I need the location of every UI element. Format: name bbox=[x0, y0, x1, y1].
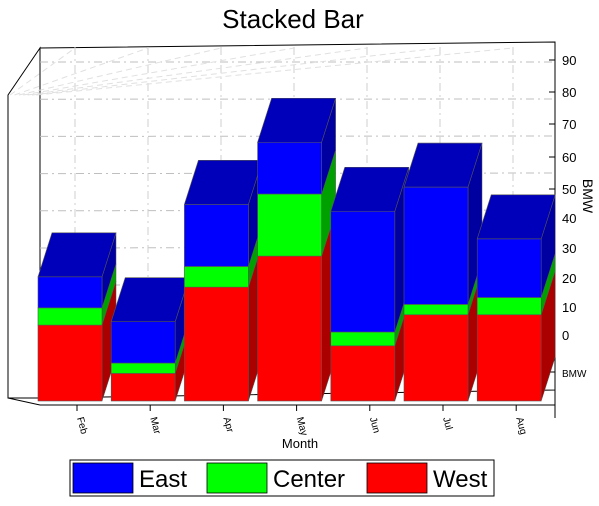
bar-stack-apr bbox=[184, 160, 262, 401]
legend-label-center: Center bbox=[273, 466, 345, 493]
legend-label-east: East bbox=[139, 466, 187, 493]
bar-top-apr bbox=[184, 160, 262, 204]
bar-center-aug bbox=[477, 298, 541, 315]
y-tick-label: 70 bbox=[562, 117, 576, 132]
bar-center-apr bbox=[184, 266, 248, 287]
x-tick-label-jun: Jun bbox=[367, 416, 382, 434]
y-tick-label: BMW bbox=[562, 369, 587, 380]
bar-east-apr bbox=[184, 204, 248, 266]
bar-stack-may bbox=[258, 98, 336, 401]
bar-stack-feb bbox=[38, 233, 116, 401]
bar-west-aug bbox=[477, 315, 541, 401]
bar-top-jul bbox=[404, 143, 482, 187]
x-tick-label-aug: Aug bbox=[513, 416, 528, 436]
bar-east-mar bbox=[111, 322, 175, 363]
legend-label-west: West bbox=[433, 466, 488, 493]
x-axis: Feb Mar Apr May Jun Jul Aug bbox=[74, 405, 528, 437]
bar-east-jun bbox=[331, 211, 395, 332]
x-tick-label-mar: Mar bbox=[147, 416, 162, 436]
x-tick-label-jul: Jul bbox=[440, 416, 454, 431]
bar-center-feb bbox=[38, 308, 102, 325]
chart-title: Stacked Bar bbox=[222, 4, 364, 34]
y-tick-label: 60 bbox=[562, 150, 576, 165]
y-tick-label: 0 bbox=[562, 328, 569, 343]
bar-top-aug bbox=[477, 195, 555, 239]
gridline-top bbox=[32, 48, 440, 95]
x-axis-label: Month bbox=[282, 436, 318, 451]
legend-swatch-center bbox=[207, 463, 267, 493]
bar-stack-jun bbox=[331, 167, 409, 401]
bar-stack-aug bbox=[477, 195, 555, 401]
bar-east-feb bbox=[38, 277, 102, 308]
bar-center-may bbox=[258, 194, 322, 256]
y-tick-label: 30 bbox=[562, 241, 576, 256]
y-tick-label: 40 bbox=[562, 211, 576, 226]
bar-center-jun bbox=[331, 332, 395, 346]
y-axis-label: BMW bbox=[580, 179, 596, 214]
left-wall bbox=[8, 48, 40, 398]
bar-east-jul bbox=[404, 187, 468, 304]
bar-west-jun bbox=[331, 346, 395, 401]
gridline-top bbox=[23, 48, 294, 95]
y-tick-label: 50 bbox=[562, 182, 576, 197]
gridline-top bbox=[19, 48, 221, 95]
bar-top-jun bbox=[331, 167, 409, 211]
bar-top-feb bbox=[38, 233, 116, 277]
bar-stack-mar bbox=[111, 278, 189, 401]
legend-swatch-west bbox=[367, 463, 427, 493]
y-tick-label: 10 bbox=[562, 300, 576, 315]
y-tick-label: 80 bbox=[562, 85, 576, 100]
bars bbox=[38, 98, 555, 401]
bar-west-feb bbox=[38, 325, 102, 401]
bar-east-aug bbox=[477, 239, 541, 298]
x-tick-label-feb: Feb bbox=[74, 416, 89, 436]
floor-left-edge bbox=[8, 398, 40, 405]
bar-top-may bbox=[258, 98, 336, 142]
bar-west-may bbox=[258, 256, 322, 401]
y-tick-label: 90 bbox=[562, 53, 576, 68]
bar-west-mar bbox=[111, 373, 175, 401]
legend: East Center West bbox=[70, 460, 494, 496]
gridline-top bbox=[36, 48, 513, 95]
bar-center-jul bbox=[404, 304, 468, 314]
bar-west-jul bbox=[404, 315, 468, 401]
bar-west-apr bbox=[184, 287, 248, 401]
bar-stack-jul bbox=[404, 143, 482, 401]
bar-center-mar bbox=[111, 363, 175, 373]
x-tick-label-apr: Apr bbox=[221, 416, 236, 435]
y-tick-label: 20 bbox=[562, 271, 576, 286]
legend-swatch-east bbox=[73, 463, 133, 493]
gridline-top bbox=[28, 48, 367, 95]
bar-east-may bbox=[258, 142, 322, 194]
x-tick-label-may: May bbox=[294, 416, 310, 437]
bar-top-mar bbox=[111, 278, 189, 322]
